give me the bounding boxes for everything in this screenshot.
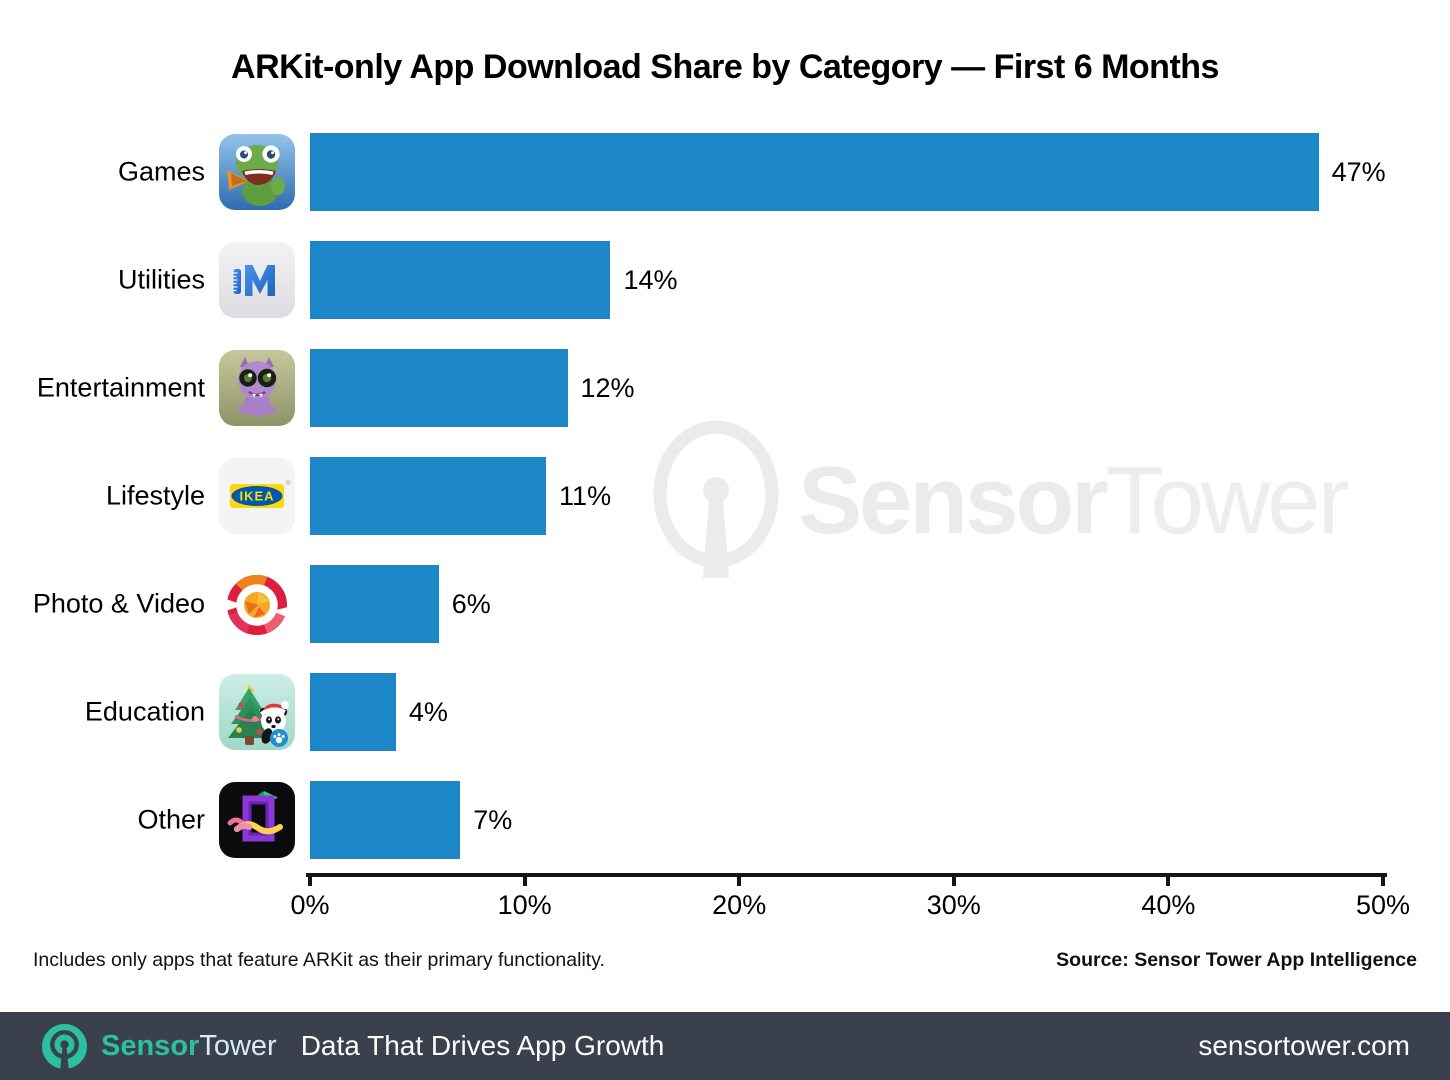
category-label: Games <box>117 156 205 187</box>
bar <box>310 241 611 319</box>
x-axis-tick <box>737 877 742 886</box>
ar-doodle-app-icon <box>219 782 295 858</box>
svg-text:®: ® <box>286 479 292 487</box>
bar-track: 4% <box>310 673 1383 751</box>
bar-value-label: 11% <box>559 480 612 511</box>
chart-row: Entertainment 12% <box>0 334 1450 442</box>
x-axis-tick <box>308 877 312 886</box>
bar-track: 11% <box>310 457 1383 535</box>
bar-track: 6% <box>310 565 1383 643</box>
footer-brand-bold: Sensor <box>101 1029 200 1062</box>
footer-url: sensortower.com <box>1198 1030 1410 1061</box>
category-label: Utilities <box>117 264 205 295</box>
category-label: Photo & Video <box>32 588 205 619</box>
x-axis-tick <box>1166 877 1171 886</box>
footer-brand-light: Tower <box>199 1029 277 1062</box>
page-title: ARKit-only App Download Share by Categor… <box>231 48 1219 86</box>
svg-text:IKEA: IKEA <box>239 489 274 504</box>
chart-row: Other 7% <box>0 766 1450 874</box>
bar-value-label: 4% <box>408 696 448 727</box>
bar <box>310 133 1319 211</box>
chart-rows: Games 47% Utilities 14% Entertainment 12… <box>0 118 1450 874</box>
footer-tagline: Data That Drives App Growth <box>300 1030 665 1061</box>
bar <box>310 457 547 535</box>
bar <box>310 781 461 859</box>
x-axis-tick-label: 30% <box>926 890 981 920</box>
ar-monster-app-icon <box>219 350 295 426</box>
bar-track: 14% <box>310 241 1383 319</box>
x-axis-ticks: 0% 10% 20% 30% 40% 50% <box>290 877 1410 927</box>
measure-ruler-app-icon <box>219 242 295 318</box>
ar-dragon-game-icon <box>219 134 295 210</box>
x-axis-tick-label: 20% <box>712 890 767 920</box>
bar-track: 7% <box>310 781 1383 859</box>
panda-christmas-app-icon <box>219 674 295 750</box>
x-axis-tick-label: 50% <box>1355 890 1411 920</box>
chart-row: Education 4% <box>0 658 1450 766</box>
category-label: Other <box>137 804 205 835</box>
x-axis-tick-label: 40% <box>1141 890 1196 920</box>
footnote: Includes only apps that feature ARKit as… <box>33 949 605 971</box>
x-axis-tick <box>951 877 956 886</box>
footer-bar: SensorTower Data That Drives App Growth … <box>0 1012 1450 1080</box>
chart-row: Photo & Video 6% <box>0 550 1450 658</box>
x-axis-tick-label: 0% <box>290 890 330 920</box>
bar-track: 12% <box>310 349 1383 427</box>
bar <box>310 349 568 427</box>
x-axis-line <box>306 873 1387 877</box>
bar-value-label: 47% <box>1331 156 1386 187</box>
chart-row: Lifestyle IKEA ® 11% <box>0 442 1450 550</box>
x-axis-tick <box>522 877 527 886</box>
chart-row: Games 47% <box>0 118 1450 226</box>
category-label: Entertainment <box>36 372 205 403</box>
category-label: Lifestyle <box>105 480 205 511</box>
photo-ring-app-icon <box>219 566 295 642</box>
ikea-place-app-icon: IKEA ® <box>219 458 295 534</box>
bar <box>310 565 439 643</box>
x-axis-tick <box>1381 877 1385 886</box>
source-note: Source: Sensor Tower App Intelligence <box>1056 949 1417 971</box>
bar-value-label: 6% <box>451 588 491 619</box>
chart-row: Utilities 14% <box>0 226 1450 334</box>
bar <box>310 673 396 751</box>
category-label: Education <box>84 696 205 727</box>
bar-value-label: 12% <box>580 372 635 403</box>
bar-value-label: 7% <box>473 804 513 835</box>
footer-brand-text: SensorTower <box>101 1030 277 1063</box>
x-axis-tick-label: 10% <box>497 890 552 920</box>
sensortower-logo-icon <box>42 1023 87 1069</box>
bar-track: 47% <box>310 133 1386 211</box>
bar-value-label: 14% <box>623 264 678 295</box>
